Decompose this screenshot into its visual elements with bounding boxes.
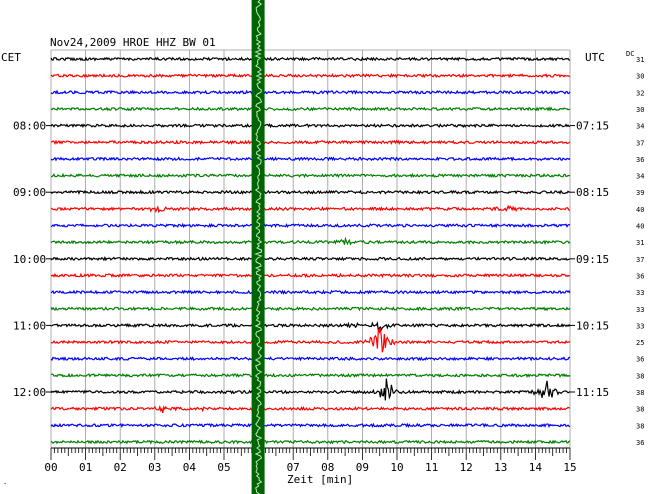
right-time-label: 10:15	[576, 319, 609, 332]
x-tick-label: 13	[494, 461, 507, 474]
trace-line	[50, 306, 571, 312]
trace-line	[50, 372, 571, 379]
dc-value: 36	[636, 439, 644, 447]
dc-label: DC	[626, 50, 634, 58]
dc-value: 30	[636, 106, 644, 114]
trace-line	[50, 106, 571, 112]
dc-value: 31	[636, 56, 644, 64]
dc-value: 37	[636, 256, 644, 264]
right-axis-label: UTC	[585, 51, 605, 64]
dc-value: 25	[636, 339, 644, 347]
trace-line	[50, 72, 571, 79]
x-tick-label: 10	[390, 461, 403, 474]
left-hour-label: 11:00	[13, 319, 46, 332]
corner-mark: .	[3, 478, 7, 486]
trace-line	[50, 89, 571, 95]
x-tick-label: 05	[217, 461, 230, 474]
trace-line	[50, 378, 571, 401]
left-hour-label: 10:00	[13, 253, 46, 266]
trace-line	[50, 204, 571, 214]
x-axis-label: Zeit [min]	[287, 473, 353, 486]
dc-value: 34	[636, 123, 644, 131]
dc-value: 40	[636, 223, 644, 231]
trace-line	[50, 422, 571, 429]
right-time-label: 09:15	[576, 253, 609, 266]
trace-line	[50, 404, 571, 413]
dc-value: 36	[636, 156, 644, 164]
x-tick-label: 02	[114, 461, 127, 474]
traces-group: 31 30 32 30 34 37 36 34 39 40 40 31 37 36 33 33 33 25 36 38…	[50, 56, 644, 447]
trace-line	[50, 272, 571, 279]
left-axis-label: CET	[1, 51, 21, 64]
dc-value: 38	[636, 406, 644, 414]
trace-line	[50, 236, 571, 246]
dc-value: 37	[636, 139, 644, 147]
grid-lines	[50, 49, 571, 448]
dc-value: 33	[636, 322, 644, 330]
trace-line	[50, 355, 571, 362]
dc-value: 38	[636, 422, 644, 430]
trace-line	[50, 139, 571, 146]
right-time-label: 08:15	[576, 186, 609, 199]
dc-value: 38	[636, 372, 644, 380]
dc-value: 31	[636, 239, 644, 247]
x-tick-label: 11	[425, 461, 438, 474]
dc-value: 38	[636, 389, 644, 397]
left-hour-label: 09:00	[13, 186, 46, 199]
trace-line	[50, 289, 571, 295]
x-tick-label: 14	[529, 461, 543, 474]
trace-line	[50, 321, 571, 332]
dc-value: 36	[636, 272, 644, 280]
dc-value: 30	[636, 73, 644, 81]
trace-line	[50, 56, 571, 62]
x-tick-label: 15	[563, 461, 576, 474]
x-tick-label: 03	[148, 461, 161, 474]
x-tick-label: 07	[287, 461, 300, 474]
dc-value: 33	[636, 289, 644, 297]
dc-value: 33	[636, 306, 644, 314]
chart-title: Nov24,2009 HROE HHZ BW 01	[50, 36, 216, 49]
dc-value: 36	[636, 356, 644, 364]
trace-line	[50, 439, 571, 445]
x-tick-label: 12	[460, 461, 473, 474]
trace-line	[50, 156, 571, 162]
dc-value: 34	[636, 173, 644, 181]
x-tick-label: 01	[79, 461, 92, 474]
right-time-label: 07:15	[576, 120, 609, 133]
trace-line	[50, 172, 571, 179]
x-tick-label: 00	[44, 461, 57, 474]
dc-value: 39	[636, 189, 644, 197]
left-hour-label: 12:00	[13, 386, 46, 399]
dc-value: 32	[636, 89, 644, 97]
right-time-label: 11:15	[576, 386, 609, 399]
left-hour-label: 08:00	[13, 120, 46, 133]
trace-line	[50, 255, 571, 262]
trace-line	[50, 328, 571, 353]
x-tick-label: 04	[183, 461, 197, 474]
x-tick-label: 08	[321, 461, 334, 474]
x-ticks-group: 00010203040506070809101112131415	[44, 447, 577, 474]
dc-value: 40	[636, 206, 644, 214]
trace-line	[50, 122, 571, 129]
trace-line	[50, 189, 571, 195]
event-spike-group	[251, 0, 265, 494]
trace-line	[50, 222, 571, 229]
x-tick-label: 09	[356, 461, 369, 474]
spike-inner-line	[254, 0, 263, 494]
time-labels-group: 08:00 09:00 10:00 11:00 12:00 07:15 08:15 09:15…	[13, 120, 609, 399]
